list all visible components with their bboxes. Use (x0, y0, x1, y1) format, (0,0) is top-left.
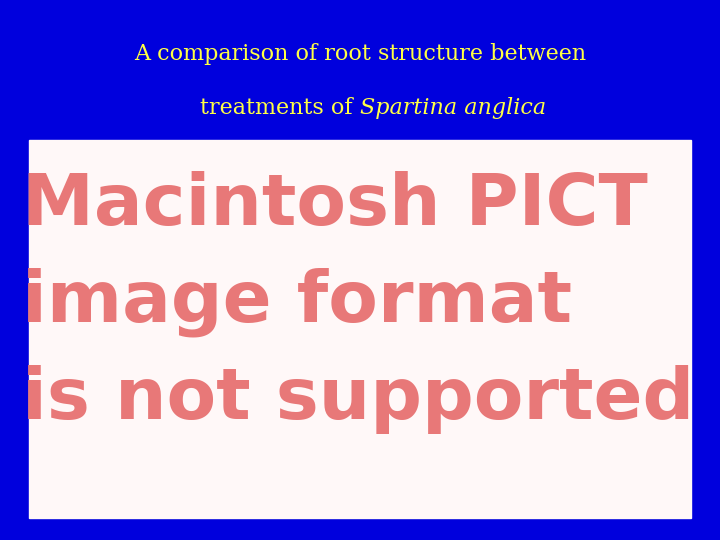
Text: image format: image format (22, 268, 572, 337)
FancyBboxPatch shape (29, 140, 691, 518)
Text: Spartina anglica: Spartina anglica (360, 97, 546, 119)
Text: treatments of: treatments of (200, 97, 360, 119)
Text: Macintosh PICT: Macintosh PICT (22, 171, 647, 240)
Text: A comparison of root structure between: A comparison of root structure between (134, 43, 586, 65)
Text: is not supported: is not supported (22, 365, 694, 434)
